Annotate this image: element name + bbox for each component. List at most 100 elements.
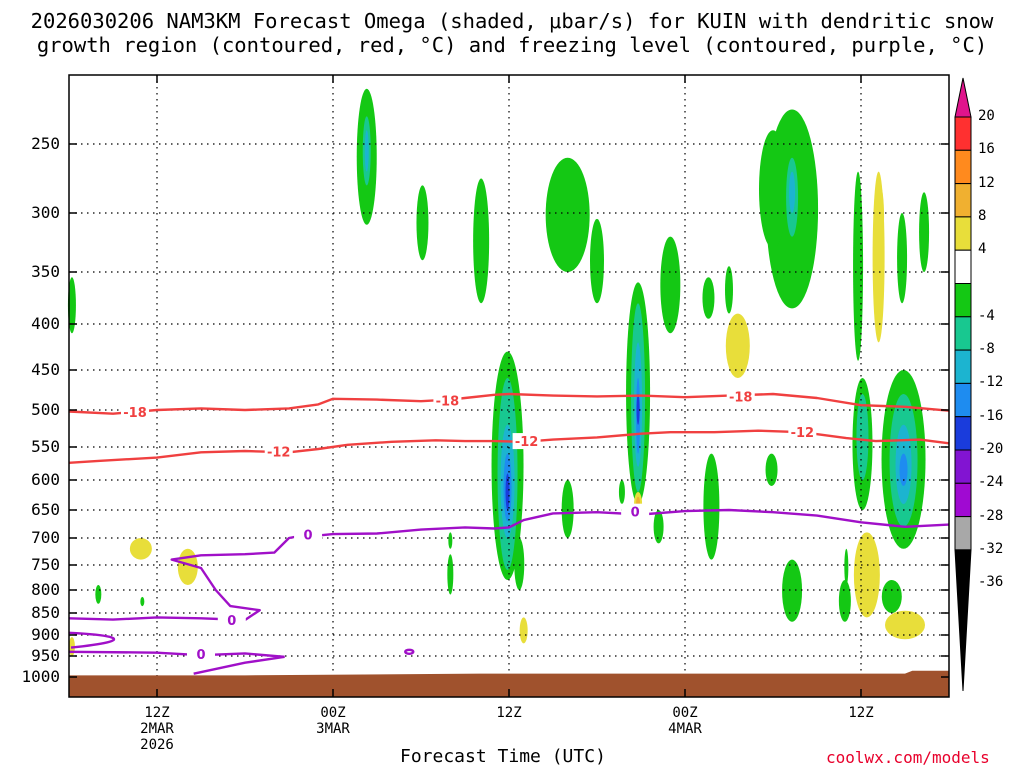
omega-shade-green-26 (514, 538, 525, 590)
colorbar-segment-12_16 (954, 149, 972, 185)
contour-label-2: -18 (729, 390, 753, 405)
omega-shade-blue-2 (899, 453, 908, 486)
omega-shade-yellow-4 (129, 538, 152, 560)
omega-shade-green-30 (448, 532, 453, 549)
colorbar-segment-4_8 (954, 216, 972, 251)
contour-label-bg-9 (187, 645, 215, 662)
colorbar-label: 12 (978, 174, 995, 191)
contour-label-bg-7 (621, 503, 650, 520)
contour-label-bg-4 (512, 433, 541, 450)
colorbar-segment-neg20_neg16 (954, 382, 972, 418)
chart-title-line-1: 2026030206 NAM3KM Forecast Omega (shaded… (30, 9, 994, 33)
contour-label-7: 0 (631, 506, 640, 521)
contour-line-0 (68, 392, 950, 415)
colorbar-arrow-top (954, 77, 972, 118)
x-tick-label: 12Z (496, 705, 522, 721)
colorbar-label: -32 (978, 540, 1004, 557)
colorbar-label: -4 (978, 307, 995, 324)
omega-shade-green-7 (725, 266, 733, 314)
omega-shade-green-9 (759, 130, 787, 249)
contour-label-8: 0 (227, 614, 236, 629)
omega-shade-yellow-2 (853, 532, 880, 618)
omega-shade-yellow-6 (519, 617, 528, 644)
omega-shade-green-19 (618, 480, 625, 504)
contour-line-3 (68, 531, 319, 622)
omega-shade-green-25 (653, 510, 664, 544)
omega-shade-cyan-4 (789, 171, 796, 213)
colorbar-label: -28 (978, 507, 1004, 524)
omega-shade-darkblue-1 (636, 394, 640, 425)
colorbar-segment-neg32_neg28 (954, 482, 972, 518)
colorbar-segment-neg24_neg20 (954, 416, 972, 451)
omega-shade-yellow-9 (876, 185, 885, 249)
y-tick-label: 450 (31, 360, 60, 379)
colorbar-label: 8 (978, 207, 987, 224)
colorbar-segment-neg8_neg4 (954, 283, 972, 318)
omega-shade-darkblue-0 (505, 473, 510, 511)
omega-shade-green-29 (140, 596, 145, 607)
omega-shade-green-27 (447, 554, 454, 595)
y-tick-label: 500 (31, 400, 60, 419)
omega-shade-green-13 (67, 277, 76, 334)
contour-line-fl-loop-c (404, 648, 415, 655)
contour-label-0: -18 (123, 406, 147, 421)
omega-shade-green-31 (844, 548, 849, 586)
y-tick-label: 550 (31, 437, 60, 456)
contour-label-bg-8 (217, 612, 246, 629)
colorbar-label: 20 (978, 108, 995, 124)
omega-shade-green-24 (765, 453, 778, 486)
contour-label-5: -12 (791, 426, 815, 441)
y-tick-label: 750 (31, 555, 60, 574)
y-tick-label: 850 (31, 603, 60, 622)
omega-shade-green-20 (561, 480, 574, 538)
y-tick-label: 350 (31, 262, 60, 281)
omega-shade-green-4 (590, 218, 604, 304)
colorbar-segment-neg16_neg12 (954, 349, 972, 384)
y-tick-label: 1000 (21, 667, 60, 686)
contour-line-fl-loop-b (68, 650, 285, 675)
y-tick-label: 400 (31, 314, 60, 333)
y-tick-label: 300 (31, 203, 60, 222)
omega-shade-yellow-1 (725, 313, 750, 378)
colorbar-segment-16_20 (954, 116, 972, 151)
contour-line-fl-loop-a (68, 631, 116, 649)
credit-link[interactable]: coolwx.com/models (826, 748, 990, 767)
omega-shade-green-22 (881, 580, 902, 613)
contour-label-bg-3 (264, 443, 293, 460)
colorbar-segment-neg28_neg24 (954, 449, 972, 484)
y-tick-label: 950 (31, 646, 60, 665)
colorbar-label: -20 (978, 441, 1004, 457)
y-tick-label: 900 (31, 625, 60, 644)
x-axis-label: Forecast Time (UTC) (400, 746, 606, 767)
omega-shade-green-23 (838, 580, 851, 622)
contour-label-bg-6 (294, 526, 323, 543)
contour-label-bg-5 (788, 424, 817, 441)
colorbar-segment-neg36_neg32 (954, 516, 972, 551)
contour-label-bg-2 (726, 388, 755, 405)
omega-shade-green-10 (853, 171, 864, 361)
colorbar-label: 4 (978, 241, 987, 258)
colorbar-segment-neg12_neg8 (954, 316, 972, 351)
y-tick-label: 250 (31, 134, 60, 153)
colorbar-label: -12 (978, 374, 1004, 391)
contour-label-3: -12 (267, 446, 291, 461)
x-tick-label: 00Z 4MAR (668, 705, 702, 737)
colorbar-arrow-bottom (954, 549, 972, 692)
colorbar-segment-neg4_4 (954, 249, 972, 284)
terrain-surface (69, 670, 949, 697)
contour-label-bg-0 (121, 404, 149, 421)
omega-shade-green-18 (703, 453, 720, 560)
omega-shade-green-28 (95, 585, 102, 604)
y-tick-label: 600 (31, 470, 60, 489)
colorbar-label: 16 (978, 141, 995, 158)
omega-shade-green-11 (897, 213, 908, 304)
omega-shade-yellow-3 (885, 610, 925, 640)
omega-shade-green-1 (416, 185, 429, 261)
contour-label-bg-1 (433, 392, 462, 409)
omega-shade-green-5 (660, 236, 681, 334)
colorbar-label: -24 (978, 474, 1004, 491)
omega-shade-green-3 (545, 157, 590, 272)
colorbar-label: -8 (978, 341, 995, 358)
y-tick-label: 800 (31, 580, 60, 599)
contour-label-6: 0 (304, 529, 313, 544)
